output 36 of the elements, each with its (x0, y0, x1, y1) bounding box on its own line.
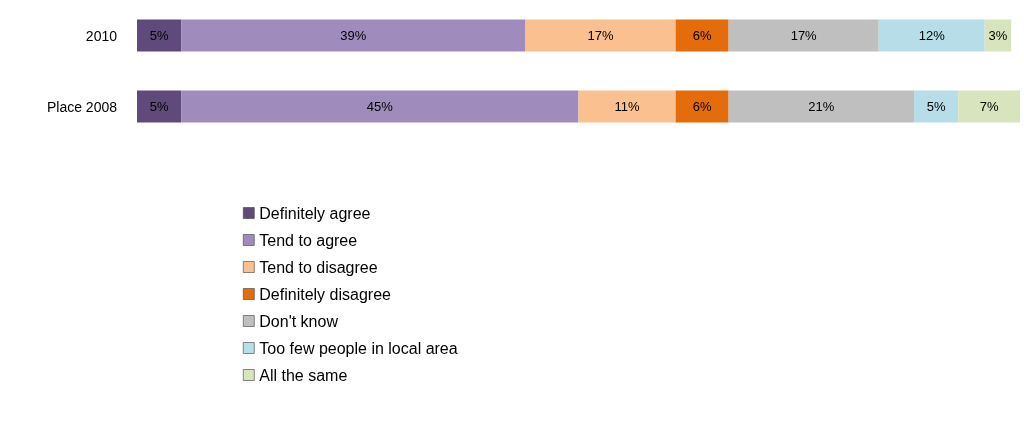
data-label: 45% (366, 99, 394, 114)
bar (137, 19, 182, 52)
data-label: 5% (926, 99, 946, 114)
data-label: 7% (979, 99, 999, 114)
legend-label: Tend to disagree (259, 258, 378, 276)
legend-label: Definitely disagree (259, 285, 392, 303)
bar (525, 19, 676, 52)
bar (878, 19, 985, 52)
bar (675, 19, 729, 52)
bar (578, 90, 676, 123)
bar (958, 90, 1020, 123)
bar (137, 90, 182, 123)
data-label: 3% (988, 28, 1008, 43)
data-label: 5% (149, 99, 169, 114)
data-label: 17% (587, 28, 615, 43)
data-label: 6% (692, 99, 712, 114)
bar (675, 90, 729, 123)
legend-label: Don't know (259, 312, 339, 330)
legend-label: All the same (259, 366, 348, 384)
bar (728, 19, 879, 52)
data-label: 12% (918, 28, 946, 43)
data-label: 6% (692, 28, 712, 43)
bar (181, 19, 526, 52)
legend-label: Tend to agree (259, 231, 358, 249)
bar (914, 90, 959, 123)
y-tick-label: 2010 (85, 27, 118, 44)
data-label: 39% (340, 28, 367, 43)
data-label: 17% (790, 28, 818, 43)
data-label: 11% (614, 99, 641, 114)
data-label: 5% (149, 28, 169, 43)
legend-label: Too few people in local area (259, 339, 458, 357)
bar (181, 90, 579, 123)
y-tick-label: Place 2008 (46, 98, 118, 115)
data-label: 21% (808, 99, 835, 114)
legend-label: Definitely agree (259, 204, 371, 222)
bar (728, 90, 915, 123)
